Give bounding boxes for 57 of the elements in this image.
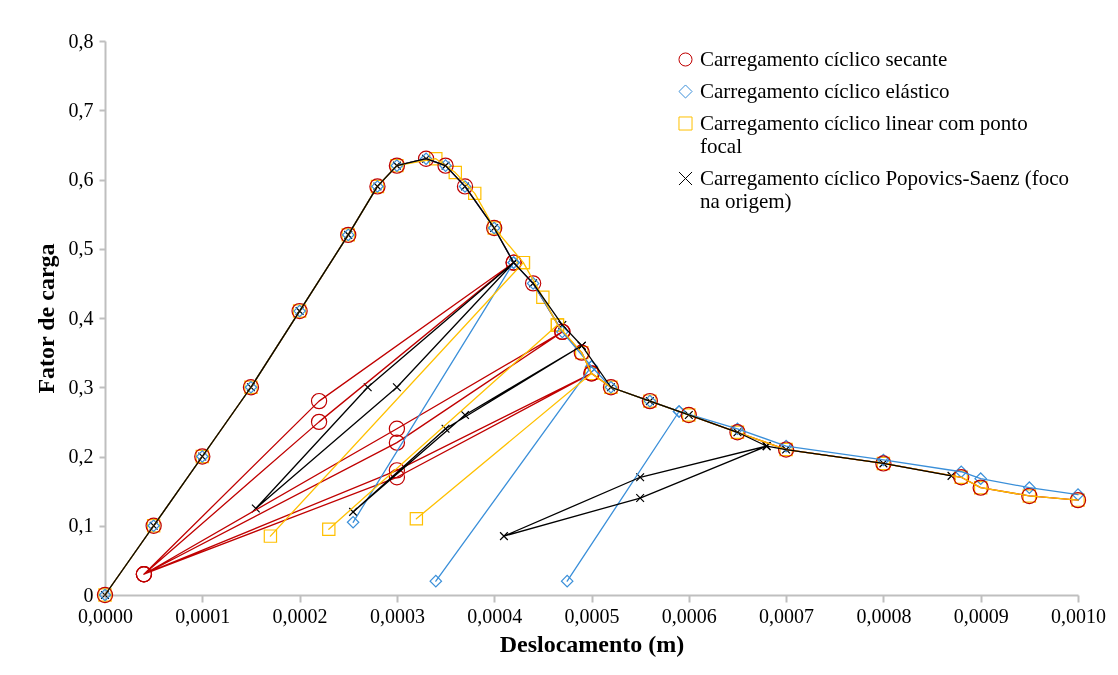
point — [388, 469, 406, 486]
point — [974, 472, 987, 485]
point — [251, 503, 261, 513]
y-tick-label: 0,2 — [68, 445, 94, 467]
point — [635, 472, 645, 482]
x-tick-label: 0,0003 — [369, 604, 425, 627]
x-tick-label: 0,0000 — [78, 604, 133, 627]
legend-label: Carregamento cíclico linear com ponto focal — [700, 110, 1028, 158]
point — [1071, 488, 1085, 501]
y-tick-label: 0,7 — [68, 98, 94, 121]
point — [388, 462, 406, 479]
y-tick-label: 0,8 — [68, 29, 94, 52]
y-tick-label: 0,1 — [68, 514, 94, 537]
legend-label: Carregamento cíclico Popovics-Saenz (foco na origem) — [700, 165, 1070, 213]
y-tick-label: 0,5 — [68, 237, 94, 260]
point — [448, 165, 462, 180]
x-tick-label: 0,0007 — [759, 604, 815, 627]
point — [954, 465, 968, 479]
x-axis-title: Deslocamento (m) — [499, 630, 685, 657]
y-tick-label: 0,4 — [68, 306, 94, 329]
point — [468, 186, 482, 201]
point — [1023, 481, 1036, 494]
point — [388, 434, 406, 451]
point — [310, 413, 328, 431]
point — [460, 410, 470, 420]
point — [635, 493, 645, 503]
point — [429, 152, 443, 166]
point — [310, 392, 328, 410]
y-tick-label: 0,3 — [68, 375, 94, 398]
x-tick-label: 0,0010 — [1051, 604, 1106, 627]
legend-label: Carregamento cíclico secante — [700, 46, 948, 71]
point — [441, 424, 451, 434]
point — [392, 382, 402, 392]
point — [560, 574, 574, 588]
y-tick-label: 0 — [83, 583, 94, 606]
point — [429, 574, 443, 588]
x-tick-label: 0,0001 — [175, 604, 231, 627]
x-tick-label: 0,0005 — [564, 604, 620, 627]
point — [409, 512, 424, 526]
x-tick-label: 0,0002 — [272, 604, 328, 627]
point — [499, 531, 509, 541]
point — [877, 453, 890, 467]
point — [388, 420, 406, 437]
point — [263, 529, 278, 543]
x-tick-label: 0,0008 — [856, 604, 912, 627]
point — [363, 382, 373, 392]
y-tick-label: 0,6 — [68, 168, 94, 190]
point — [346, 515, 360, 529]
point — [779, 439, 793, 453]
point — [322, 522, 336, 536]
x-tick-label: 0,0006 — [661, 604, 717, 627]
x-tick-label: 0,0004 — [467, 604, 523, 627]
legend-label: Carregamento cíclico elástico — [700, 78, 950, 103]
point — [536, 290, 550, 304]
point — [348, 507, 358, 517]
x-tick-label: 0,0009 — [953, 604, 1009, 627]
y-axis-title: Fator de carga — [32, 243, 59, 394]
